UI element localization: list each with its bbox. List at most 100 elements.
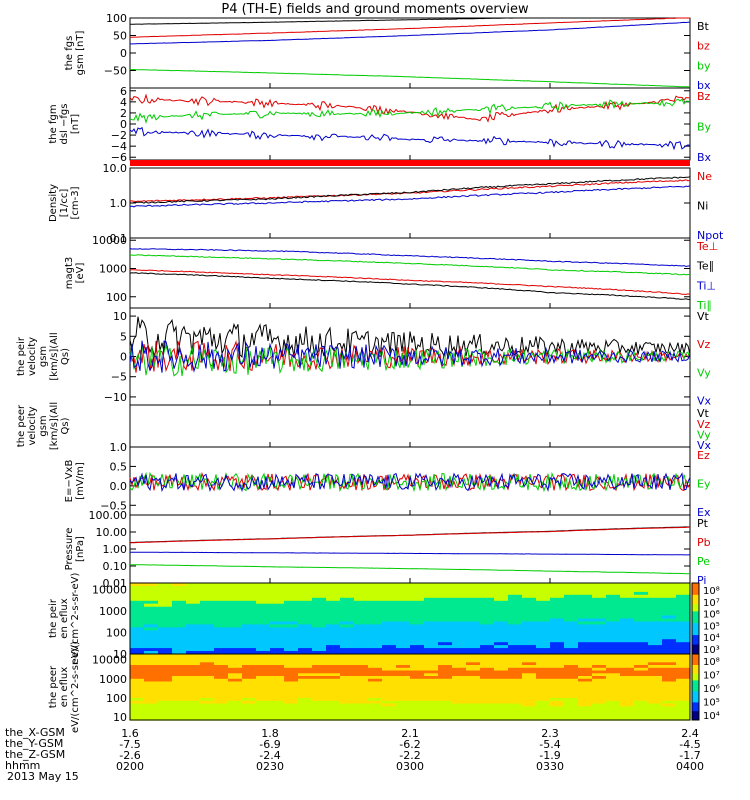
spectrogram-cell-peer_spectrogram	[550, 659, 565, 663]
spectrogram-cell-peir_spectrogram	[354, 597, 369, 602]
spectrogram-cell-peer_spectrogram	[326, 695, 341, 699]
spectrogram-cell-peir_spectrogram	[480, 639, 495, 643]
spectrogram-cell-peer_spectrogram	[662, 689, 677, 694]
spectrogram-cell-peir_spectrogram	[340, 586, 355, 590]
spectrogram-cell-peir_spectrogram	[438, 633, 453, 637]
spectrogram-cell-peir_spectrogram	[564, 621, 579, 626]
spectrogram-cell-peer_spectrogram	[186, 714, 201, 718]
colorbar-cell-peir_spectrogram	[692, 583, 699, 586]
spectrogram-cell-peir_spectrogram	[340, 636, 355, 640]
spectrogram-cell-peir_spectrogram	[676, 651, 691, 655]
spectrogram-cell-peir_spectrogram	[312, 583, 327, 587]
ephem-value-1-4: -4.5	[679, 738, 700, 751]
spectrogram-cell-peir_spectrogram	[340, 651, 355, 655]
spectrogram-cell-peer_spectrogram	[130, 689, 145, 694]
series-efield-Ex	[129, 472, 691, 493]
spectrogram-cell-peer_spectrogram	[648, 706, 663, 710]
spectrogram-cell-peir_spectrogram	[522, 609, 537, 614]
spectrogram-cell-peir_spectrogram	[578, 612, 593, 617]
spectrogram-cell-peer_spectrogram	[228, 676, 243, 680]
spectrogram-cell-peer_spectrogram	[256, 709, 271, 713]
spectrogram-cell-peer_spectrogram	[270, 689, 285, 694]
spectrogram-cell-peer_spectrogram	[676, 676, 691, 680]
spectrogram-cell-peir_spectrogram	[312, 633, 327, 637]
spectrogram-cell-peer_spectrogram	[312, 711, 327, 716]
spectrogram-cell-peir_spectrogram	[354, 639, 369, 643]
spectrogram-cell-peir_spectrogram	[242, 624, 257, 628]
spectrogram-cell-peir_spectrogram	[256, 630, 271, 634]
spectrogram-cell-peer_spectrogram	[200, 689, 215, 694]
spectrogram-cell-peir_spectrogram	[452, 586, 467, 590]
spectrogram-cell-peir_spectrogram	[186, 636, 201, 640]
spectrogram-cell-peir_spectrogram	[186, 591, 201, 596]
spectrogram-cell-peer_spectrogram	[368, 659, 383, 663]
spectrogram-cell-peir_spectrogram	[676, 642, 691, 646]
legend-peir_velocity-Vt: Vt	[697, 310, 710, 323]
spectrogram-cell-peir_spectrogram	[284, 586, 299, 590]
spectrogram-frame-peer_spectrogram	[129, 653, 691, 721]
spectrogram-cell-peer_spectrogram	[158, 659, 173, 663]
spectrogram-cell-peir_spectrogram	[662, 621, 677, 626]
spectrogram-cell-peir_spectrogram	[592, 627, 607, 631]
spectrogram-cell-peir_spectrogram	[648, 645, 663, 649]
spectrogram-cell-peir_spectrogram	[536, 642, 551, 646]
spectrogram-cell-peer_spectrogram	[522, 698, 537, 702]
spectrogram-cell-peer_spectrogram	[326, 673, 341, 677]
spectrogram-cell-peir_spectrogram	[494, 612, 509, 617]
spectrogram-cell-peer_spectrogram	[648, 684, 663, 688]
spectrogram-cell-peir_spectrogram	[452, 621, 467, 626]
y-tick-label-fgm: 6	[120, 85, 127, 98]
spectrogram-cell-peer_spectrogram	[522, 711, 537, 716]
spectrogram-cell-peer_spectrogram	[172, 662, 187, 666]
spectrogram-cell-peer_spectrogram	[368, 711, 383, 716]
spectrogram-cell-peer_spectrogram	[648, 714, 663, 718]
spectrogram-cell-peir_spectrogram	[200, 642, 215, 646]
spectrogram-cell-peir_spectrogram	[242, 588, 257, 593]
spectrogram-cell-peer_spectrogram	[564, 665, 579, 669]
spectrogram-cell-peir_spectrogram	[284, 606, 299, 611]
spectrogram-cell-peer_spectrogram	[578, 656, 593, 661]
spectrogram-cell-peer_spectrogram	[508, 692, 523, 696]
spectrogram-cell-peer_spectrogram	[200, 703, 215, 707]
spectrogram-cell-peer_spectrogram	[130, 698, 145, 702]
spectrogram-cell-peir_spectrogram	[354, 583, 369, 587]
legend-peer_velocity-Vt: Vt	[697, 407, 710, 420]
spectrogram-cell-peer_spectrogram	[634, 700, 649, 705]
spectrogram-cell-peer_spectrogram	[620, 667, 635, 672]
spectrogram-cell-peir_spectrogram	[368, 651, 383, 655]
spectrogram-cell-peer_spectrogram	[550, 678, 565, 683]
spectrogram-cell-peir_spectrogram	[354, 618, 369, 623]
spectrogram-cell-peir_spectrogram	[620, 645, 635, 649]
spectrogram-cell-peir_spectrogram	[522, 594, 537, 599]
spectrogram-cell-peir_spectrogram	[270, 597, 285, 602]
spectrogram-cell-peir_spectrogram	[256, 603, 271, 608]
spectrogram-cell-peer_spectrogram	[550, 709, 565, 713]
spectrogram-cell-peer_spectrogram	[270, 659, 285, 663]
spectrogram-cell-peir_spectrogram	[578, 588, 593, 593]
spectrogram-cell-peir_spectrogram	[424, 621, 439, 626]
spectrogram-cell-peer_spectrogram	[592, 670, 607, 674]
spectrogram-cell-peer_spectrogram	[130, 673, 145, 677]
spectrogram-cell-peir_spectrogram	[620, 642, 635, 646]
spectrogram-cell-peir_spectrogram	[144, 645, 159, 649]
spectrogram-cell-peir_spectrogram	[172, 597, 187, 602]
spectrogram-cell-peer_spectrogram	[312, 662, 327, 666]
spectrogram-cell-peir_spectrogram	[396, 588, 411, 593]
spectrogram-cell-peir_spectrogram	[144, 606, 159, 611]
spectrogram-cell-peir_spectrogram	[172, 600, 187, 605]
spectrogram-cell-peer_spectrogram	[508, 706, 523, 710]
spectrogram-cell-peer_spectrogram	[298, 684, 313, 688]
spectrogram-cell-peer_spectrogram	[522, 695, 537, 699]
spectrogram-cell-peir_spectrogram	[676, 606, 691, 611]
spectrogram-cell-peir_spectrogram	[312, 642, 327, 646]
spectrogram-cell-peer_spectrogram	[438, 676, 453, 680]
spectrogram-cell-peer_spectrogram	[130, 667, 145, 672]
colorbar-cell-peer_spectrogram	[692, 660, 699, 664]
colorbar-label-peir_spectrogram: 10⁴	[703, 633, 720, 644]
spectrogram-cell-peir_spectrogram	[452, 600, 467, 605]
spectrogram-cell-peer_spectrogram	[550, 670, 565, 674]
spectrogram-cell-peir_spectrogram	[186, 633, 201, 637]
spectrogram-cell-peer_spectrogram	[438, 692, 453, 696]
spectrogram-cell-peer_spectrogram	[494, 665, 509, 669]
spectrogram-cell-peer_spectrogram	[536, 695, 551, 699]
